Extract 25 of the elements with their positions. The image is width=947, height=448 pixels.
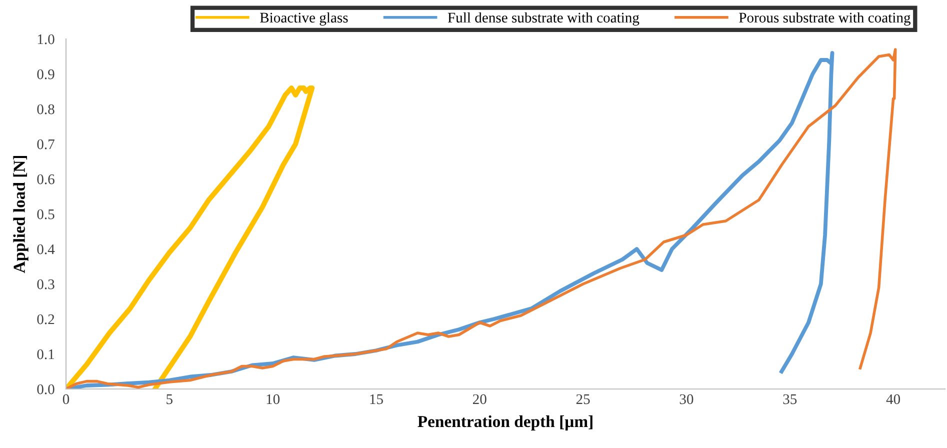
x-axis-title: Penentration depth [µm] [418,415,592,431]
y-tick-label: 0.7 [37,139,54,150]
y-tick-label: 0.0 [37,384,54,394]
y-tick-label: 0.2 [37,314,54,324]
y-tick-label: 0.4 [37,244,55,254]
x-tick-label: 30 [680,394,694,404]
legend-label: Full dense substrate with coating [448,12,640,26]
x-tick-label: 5 [166,394,172,404]
x-tick-label: 10 [266,394,280,404]
y-tick-label: 0.8 [37,104,54,114]
legend-label: Bioactive glass [260,12,348,26]
x-tick-label: 35 [783,394,797,404]
x-tick-label: 25 [576,394,590,404]
y-tick-label: 0.3 [37,279,54,290]
x-tick-label: 20 [472,394,486,404]
y-tick-label: 0.9 [37,69,54,80]
y-tick-label: 0.1 [37,349,54,360]
x-tick-label: 15 [370,394,383,404]
y-tick-label: 0.6 [37,174,54,184]
legend-label: Porous substrate with coating [739,12,911,26]
y-axis-title: Applied load [N] [13,156,28,274]
y-tick-label: 1.0 [38,34,54,44]
x-tick-label: 40 [886,394,900,404]
x-tick-label: 0 [62,394,70,404]
y-tick-label: 0.5 [37,209,54,220]
